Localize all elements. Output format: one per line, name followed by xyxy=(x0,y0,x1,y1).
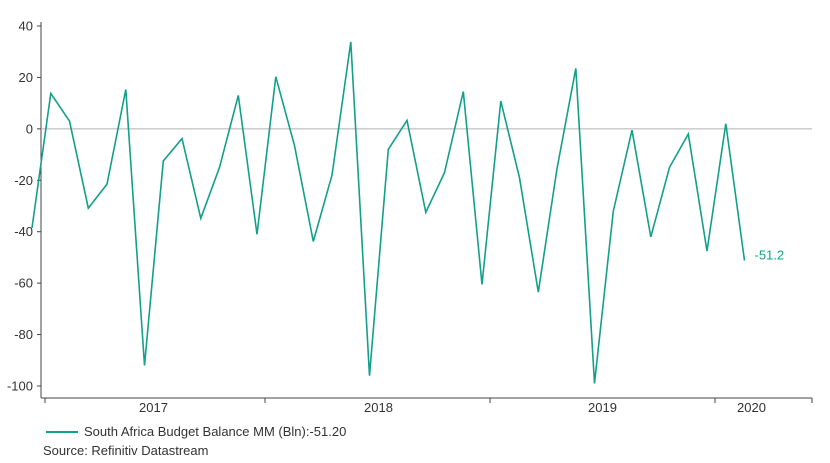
source-note: Source: Refinitiv Datastream xyxy=(43,443,209,458)
series-line xyxy=(31,41,746,384)
y-tick-label: 0 xyxy=(26,121,33,136)
y-tick-label: -100 xyxy=(7,379,33,394)
x-tick-label: 2020 xyxy=(737,400,766,415)
last-value-label: -51.2 xyxy=(755,248,785,263)
y-tick-label: -80 xyxy=(14,327,33,342)
line-chart: 40 20 0 -20 -40 -60 -80 -100 2017 2018 2019 2020 -… xyxy=(7,19,813,415)
legend-swatch xyxy=(46,430,78,433)
legend-label: South Africa Budget Balance MM (Bln):-51… xyxy=(84,424,347,439)
y-tick-label: -40 xyxy=(14,224,33,239)
x-tick-label: 2018 xyxy=(364,400,393,415)
plot-area: -51.2 xyxy=(31,41,812,384)
x-tick-label: 2019 xyxy=(588,400,617,415)
y-tick-label: -60 xyxy=(14,276,33,291)
y-axis: 40 20 0 -20 -40 -60 -80 -100 xyxy=(7,19,42,398)
legend: South Africa Budget Balance MM (Bln):-51… xyxy=(46,424,346,439)
x-axis: 2017 2018 2019 2020 xyxy=(41,397,813,415)
y-tick-label: -20 xyxy=(14,173,33,188)
x-tick-label: 2017 xyxy=(139,400,168,415)
y-tick-label: 40 xyxy=(19,19,33,34)
y-tick-label: 20 xyxy=(19,70,33,85)
